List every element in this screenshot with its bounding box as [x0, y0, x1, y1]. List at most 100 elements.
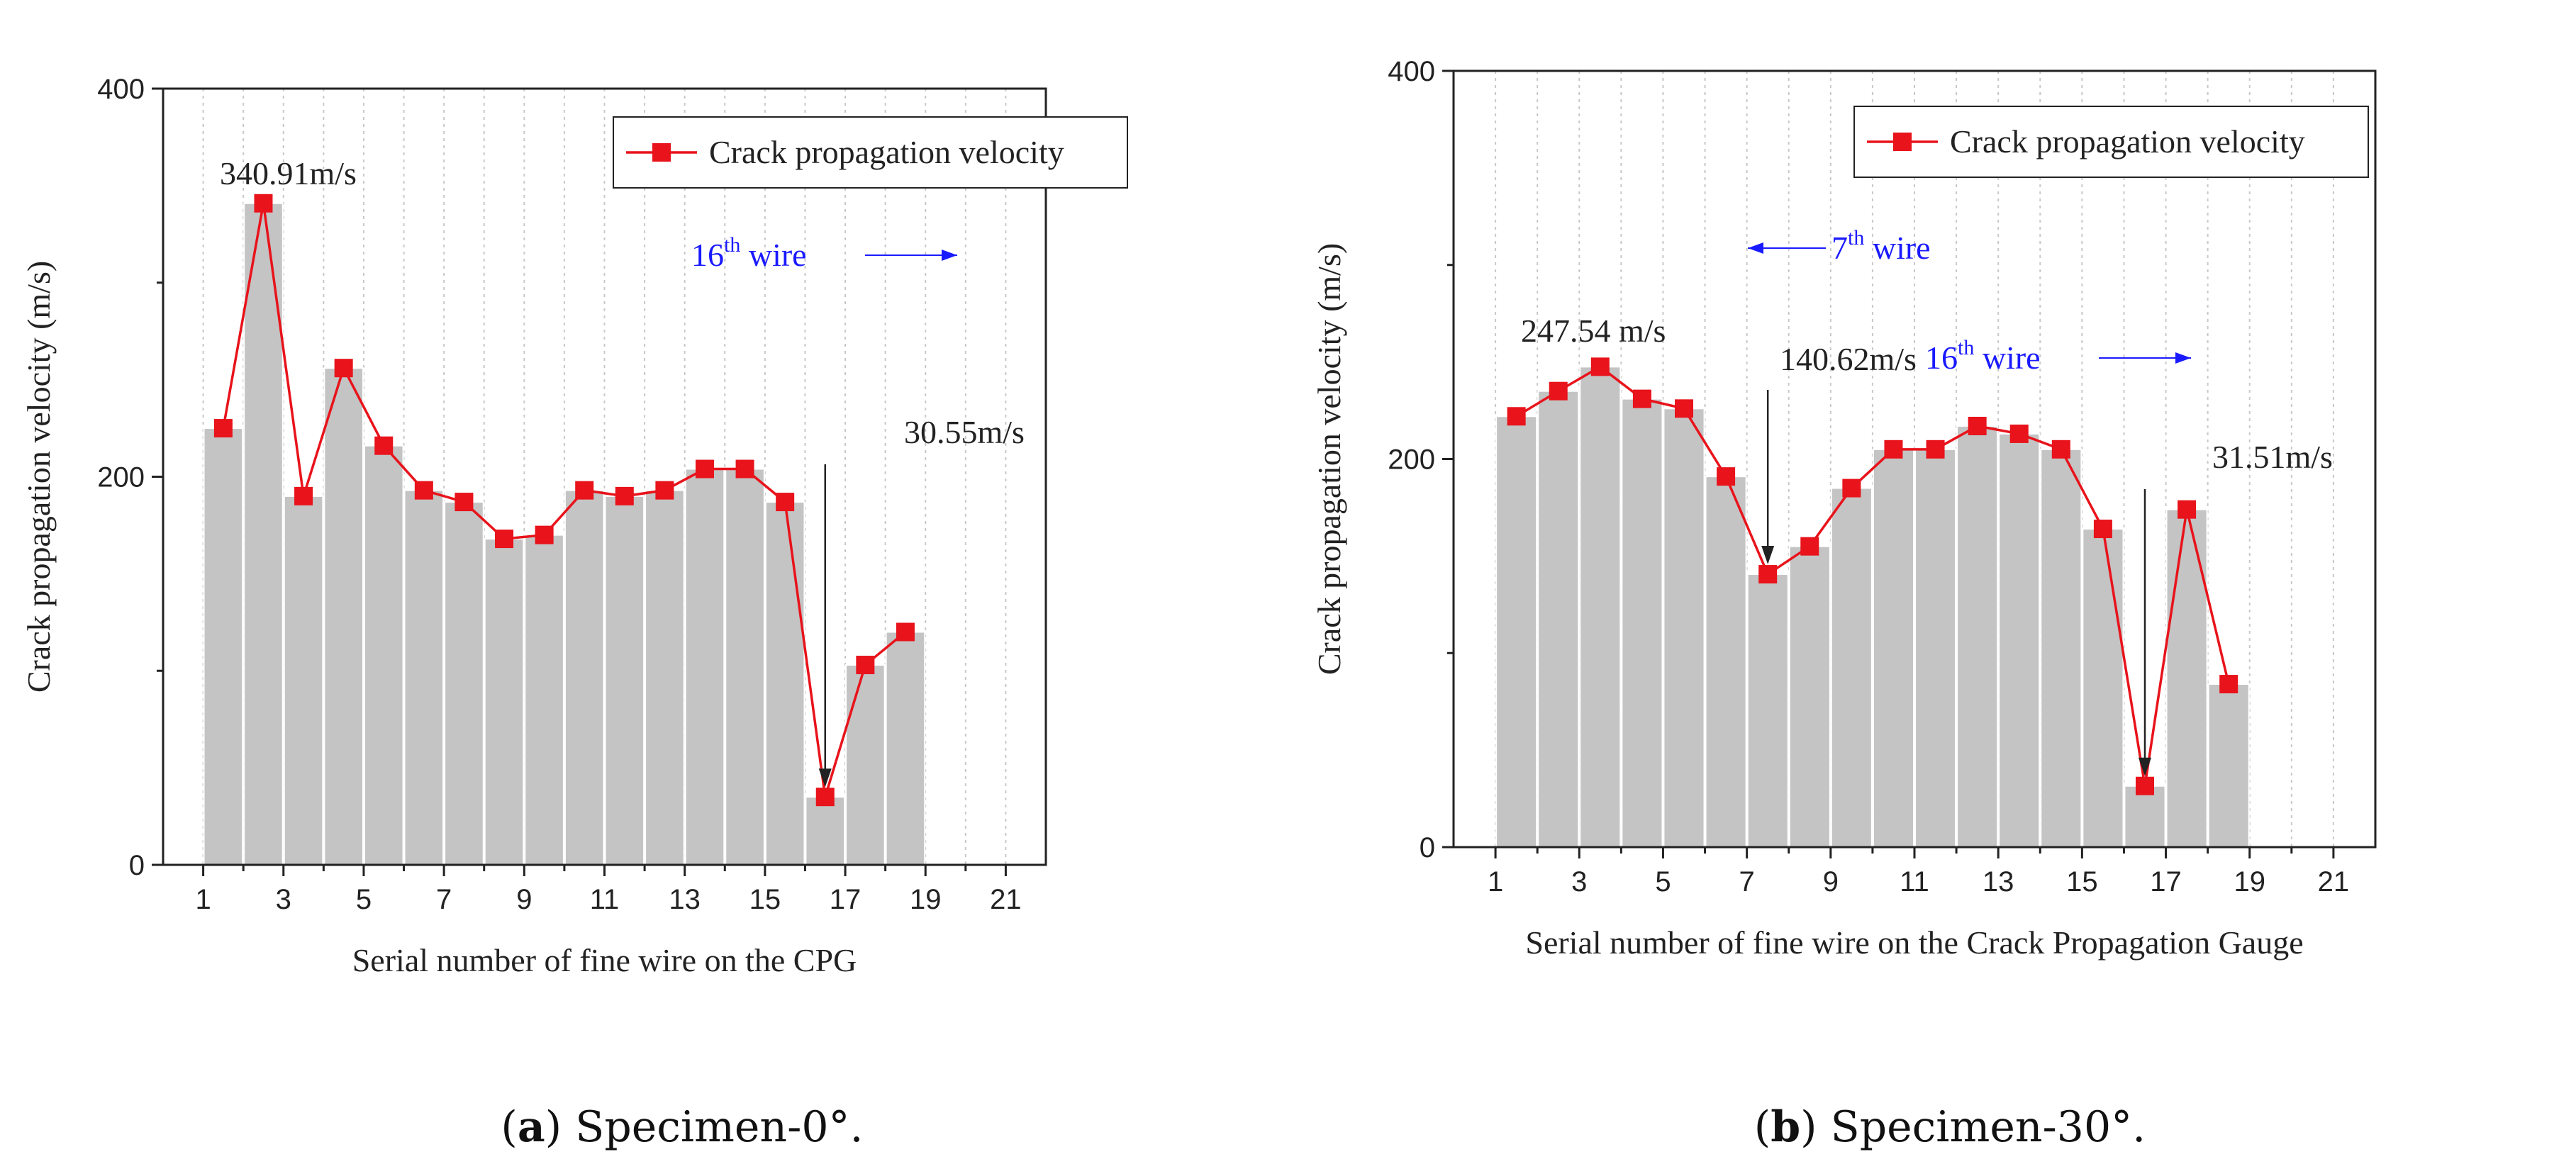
wire-word: wire: [740, 237, 806, 273]
series-marker: [1884, 440, 1903, 459]
y-tick-label: 0: [129, 850, 145, 881]
wire-number: 7: [1831, 230, 1848, 266]
legend: Crack propagation velocity: [613, 116, 1128, 189]
bar: [323, 367, 364, 866]
x-tick-label: 19: [910, 884, 942, 915]
series-marker: [495, 530, 514, 549]
bar: [564, 489, 605, 866]
legend-box: [1853, 106, 2369, 178]
series-marker: [1926, 440, 1945, 459]
bar: [725, 468, 765, 866]
value-annotation: 140.62m/s: [1780, 341, 1917, 377]
bar: [845, 664, 886, 866]
series-marker: [2093, 520, 2112, 539]
series-marker: [1675, 399, 1693, 418]
series-marker: [334, 359, 353, 378]
wire-superscript: th: [724, 233, 740, 257]
series-marker: [2178, 500, 2197, 519]
bar: [764, 501, 805, 866]
series-marker: [535, 525, 554, 544]
x-tick-label: 1: [1488, 866, 1503, 897]
bar: [2040, 448, 2082, 848]
caption-a: (a) Specimen-0°.: [501, 1102, 863, 1152]
series-marker: [1549, 381, 1568, 401]
annotation-arrowhead: [1761, 546, 1775, 565]
series-marker: [1590, 357, 1610, 376]
x-tick-label: 3: [1571, 866, 1587, 897]
x-tick-label: 15: [2066, 866, 2098, 897]
legend-marker: [652, 143, 671, 162]
annotation-arrowhead: [818, 768, 832, 788]
bar: [885, 631, 926, 866]
x-tick-label: 17: [2150, 866, 2182, 897]
bar: [2082, 528, 2124, 848]
x-tick-label: 15: [749, 884, 781, 915]
series-marker: [294, 486, 313, 505]
value-annotation: 31.51m/s: [2212, 439, 2333, 475]
series-marker: [575, 481, 594, 500]
bar: [524, 534, 564, 866]
x-tick-label: 19: [2234, 866, 2265, 897]
bar: [403, 489, 445, 866]
series-marker: [615, 486, 634, 505]
bar: [1914, 448, 1957, 848]
series-marker: [856, 656, 875, 675]
bar: [805, 796, 846, 866]
x-axis-title: Serial number of fine wire on the CPG: [352, 942, 857, 978]
bar: [2207, 683, 2250, 848]
value-annotation: 340.91m/s: [220, 155, 357, 191]
y-tick-label: 400: [1388, 56, 1435, 87]
x-tick-label: 7: [1739, 866, 1755, 897]
caption-b-text: Specimen-30°.: [1817, 1102, 2146, 1152]
bar: [283, 495, 324, 866]
wire-number: 16: [691, 237, 724, 273]
wire-annotation: 16th wire: [1925, 336, 2041, 376]
bar: [1830, 487, 1873, 848]
y-tick-label: 400: [97, 74, 145, 105]
caption-a-letter: a: [518, 1102, 545, 1152]
bar: [1495, 415, 1538, 848]
bar: [2165, 508, 2208, 848]
annotation-arrowhead: [2139, 757, 2151, 776]
value-annotation: 30.55m/s: [904, 414, 1025, 450]
wire-word: wire: [1864, 230, 1930, 266]
bar: [604, 495, 645, 866]
x-tick-label: 13: [669, 884, 701, 915]
x-tick-label: 5: [356, 884, 372, 915]
wire-arrowhead: [2175, 352, 2191, 364]
series-marker: [2009, 424, 2029, 443]
x-tick-label: 21: [990, 884, 1022, 915]
x-tick-label: 11: [1900, 866, 1929, 897]
series-marker: [2219, 675, 2238, 694]
series-marker: [896, 622, 915, 642]
series-marker: [2051, 440, 2070, 459]
series-line: [222, 203, 907, 798]
bar: [1998, 432, 2041, 848]
bar: [1663, 408, 1705, 848]
x-tick-label: 9: [1823, 866, 1839, 897]
series-marker: [213, 419, 233, 438]
x-tick-label: 1: [195, 884, 211, 915]
x-tick-label: 17: [830, 884, 862, 915]
series-marker: [1717, 467, 1736, 486]
series-marker: [1632, 389, 1651, 408]
series-marker: [776, 493, 795, 512]
bar: [1746, 573, 1789, 848]
wire-arrowhead: [942, 250, 957, 261]
legend-label: Crack propagation velocity: [709, 134, 1064, 170]
series-marker: [1507, 407, 1526, 426]
y-tick-label: 200: [97, 462, 145, 493]
x-axis-title: Serial number of fine wire on the Crack …: [1525, 924, 2303, 961]
series-marker: [414, 481, 433, 500]
legend-box: [613, 116, 1128, 189]
series-marker: [655, 481, 674, 500]
wire-arrowhead: [1748, 242, 1763, 254]
bar: [1872, 448, 1915, 848]
bar: [243, 202, 284, 866]
y-tick-label: 200: [1388, 444, 1435, 476]
bar: [645, 489, 685, 866]
y-axis-title: Crack propagation velocity (m/s): [21, 261, 57, 693]
